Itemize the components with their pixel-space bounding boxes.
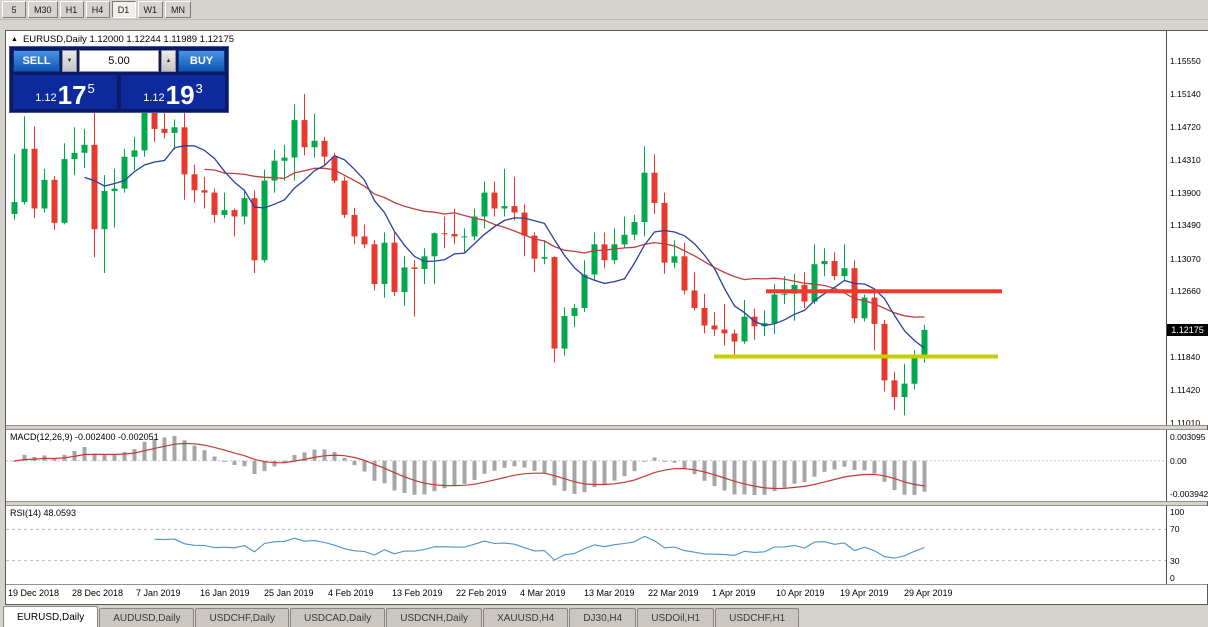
date-axis-label: 19 Dec 2018 xyxy=(8,588,60,598)
date-axis-label: 28 Dec 2018 xyxy=(72,588,124,598)
price-axis-label: 1.11840 xyxy=(1170,351,1201,362)
bid-sup-digit: 5 xyxy=(87,81,95,96)
candlestick-chart[interactable] xyxy=(6,31,1166,425)
rsi-axis-label: 0 xyxy=(1170,573,1175,583)
chart-tab-dj30-h4[interactable]: DJ30,H4 xyxy=(569,608,637,627)
price-axis-label: 1.11420 xyxy=(1170,384,1201,395)
rsi-chart[interactable] xyxy=(6,506,1166,584)
chart-tab-usdcad-daily[interactable]: USDCAD,Daily xyxy=(290,608,386,627)
macd-axis-label: -0.003942 xyxy=(1170,489,1208,499)
date-axis-label: 29 Apr 2019 xyxy=(904,588,953,598)
rsi-panel: RSI(14) 48.0593 xyxy=(6,506,1166,584)
timeframe-button-d1[interactable]: D1 xyxy=(111,1,136,18)
chart-tab-audusd-daily[interactable]: AUDUSD,Daily xyxy=(99,608,195,627)
timeframe-button-5[interactable]: 5 xyxy=(2,1,26,18)
macd-axis[interactable]: 0.003095 0.00 -0.003942 xyxy=(1167,430,1208,501)
rsi-axis[interactable]: 100 70 30 0 xyxy=(1167,506,1208,584)
rsi-splitter[interactable] xyxy=(6,501,1207,506)
rsi-label: RSI(14) 48.0593 xyxy=(10,508,77,518)
price-axis-label: 1.15550 xyxy=(1170,56,1201,67)
quote-row: 1.12 17 5 1.12 19 3 xyxy=(13,75,225,109)
bid-prefix: 1.12 xyxy=(35,92,57,104)
sell-button[interactable]: SELL xyxy=(13,50,60,72)
bid-big-digits: 17 xyxy=(57,80,87,110)
bid-quote-button[interactable]: 1.12 17 5 xyxy=(13,75,117,109)
time-axis[interactable]: 19 Dec 2018 28 Dec 2018 7 Jan 2019 16 Jan 2… xyxy=(6,584,1207,602)
rsi-axis-label: 30 xyxy=(1170,555,1180,566)
date-axis-label: 4 Feb 2019 xyxy=(328,588,374,598)
date-axis-label: 16 Jan 2019 xyxy=(200,588,250,598)
current-price-tag: 1.12175 xyxy=(1167,323,1208,336)
price-axis-label: 1.14310 xyxy=(1170,154,1201,165)
date-axis-label: 10 Apr 2019 xyxy=(776,588,825,598)
price-axis-label: 1.12660 xyxy=(1170,286,1201,297)
chart-title-row: ▲ EURUSD,Daily 1.12000 1.12244 1.11989 1… xyxy=(11,34,234,45)
chart-tab-usdcnh-daily[interactable]: USDCNH,Daily xyxy=(386,608,483,627)
rsi-axis-label: 70 xyxy=(1170,524,1180,535)
macd-splitter[interactable] xyxy=(6,425,1207,430)
ask-prefix: 1.12 xyxy=(143,92,165,104)
volume-input[interactable]: 5.00 xyxy=(79,50,159,72)
date-axis-label: 13 Feb 2019 xyxy=(392,588,443,598)
ask-quote-button[interactable]: 1.12 19 3 xyxy=(121,75,225,109)
macd-panel: MACD(12,26,9) -0.002400 -0.002051 xyxy=(6,430,1166,501)
date-axis-label: 25 Jan 2019 xyxy=(264,588,314,598)
timeframe-button-m30[interactable]: M30 xyxy=(28,1,58,18)
chart-tab-usdchf-h1[interactable]: USDCHF,H1 xyxy=(715,608,800,627)
price-axis-label: 1.13900 xyxy=(1170,187,1201,198)
price-axis-label: 1.13070 xyxy=(1170,253,1201,264)
timeframe-toolbar: 5 M30 H1 H4 D1 W1 MN xyxy=(0,0,1208,20)
volume-increase-button[interactable]: ▲ xyxy=(161,50,176,72)
chart-tab-usdoil-h1[interactable]: USDOil,H1 xyxy=(637,608,715,627)
trade-controls-row: SELL ▼ 5.00 ▲ BUY xyxy=(13,50,225,72)
macd-axis-label: 0.003095 xyxy=(1170,432,1206,442)
chart-window: ▲ EURUSD,Daily 1.12000 1.12244 1.11989 1… xyxy=(5,30,1208,605)
timeframe-button-h1[interactable]: H1 xyxy=(59,1,84,18)
collapse-triangle-icon[interactable]: ▲ xyxy=(11,35,18,43)
macd-label: MACD(12,26,9) -0.002400 -0.002051 xyxy=(10,432,159,442)
date-axis-label: 4 Mar 2019 xyxy=(520,588,566,598)
timeframe-button-w1[interactable]: W1 xyxy=(137,1,164,18)
one-click-trading-panel: SELL ▼ 5.00 ▲ BUY 1.12 17 5 1.12 19 3 xyxy=(9,46,229,113)
rsi-axis-label: 100 xyxy=(1170,507,1185,517)
date-axis-label: 1 Apr 2019 xyxy=(712,588,756,598)
ask-sup-digit: 3 xyxy=(195,81,203,96)
date-axis-label: 22 Feb 2019 xyxy=(456,588,507,598)
chart-tab-usdchf-daily[interactable]: USDCHF,Daily xyxy=(195,608,290,627)
chart-tab-bar: EURUSD,Daily AUDUSD,Daily USDCHF,Daily USDC… xyxy=(0,605,1208,627)
date-axis-label: 19 Apr 2019 xyxy=(840,588,889,598)
date-axis-label: 22 Mar 2019 xyxy=(648,588,699,598)
volume-decrease-button[interactable]: ▼ xyxy=(62,50,77,72)
date-axis-label: 7 Jan 2019 xyxy=(136,588,181,598)
price-axis-label: 1.14720 xyxy=(1170,122,1201,133)
macd-chart[interactable] xyxy=(6,430,1166,501)
timeframe-button-mn[interactable]: MN xyxy=(165,1,192,18)
price-axis[interactable]: 1.12175 1.15550 1.15140 1.14720 1.14310 1.13… xyxy=(1167,31,1208,428)
buy-button[interactable]: BUY xyxy=(178,50,225,72)
chart-tab-eurusd-daily[interactable]: EURUSD,Daily xyxy=(3,606,99,627)
ask-big-digits: 19 xyxy=(165,80,195,110)
price-axis-label: 1.13490 xyxy=(1170,220,1201,231)
axis-separator xyxy=(1166,31,1167,602)
price-axis-label: 1.11010 xyxy=(1170,417,1201,428)
price-axis-label: 1.15140 xyxy=(1170,88,1201,99)
chart-tab-xauusd-h4[interactable]: XAUUSD,H4 xyxy=(483,608,569,627)
timeframe-button-h4[interactable]: H4 xyxy=(85,1,110,18)
macd-axis-label: 0.00 xyxy=(1170,455,1187,466)
date-axis-label: 13 Mar 2019 xyxy=(584,588,635,598)
chart-title: EURUSD,Daily 1.12000 1.12244 1.11989 1.1… xyxy=(22,34,235,45)
